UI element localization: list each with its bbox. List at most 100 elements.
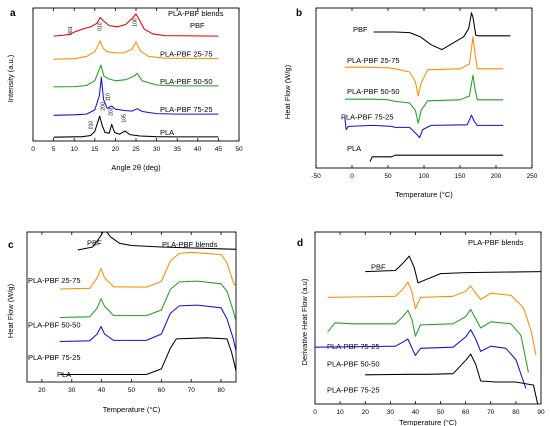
series-label-d-0: PBF: [371, 263, 386, 272]
peak-index-4: 110: [106, 93, 112, 101]
peak-index-7: 105: [121, 114, 127, 123]
panel-title-c: PLA-PBF blends: [162, 240, 218, 249]
series-line-d-2: [327, 308, 529, 373]
x-tick-label-a-20: 20: [112, 146, 120, 153]
series-line-b-2: [344, 74, 504, 124]
panel-title-d: PLA-PBF blends: [468, 238, 524, 247]
panel-label-c: c: [8, 240, 14, 251]
x-axis-label-d: Temperature (°C): [399, 418, 457, 426]
series-label-a-0: PLA: [160, 128, 174, 137]
x-tick-label-a-15: 15: [91, 146, 99, 153]
x-tick-label-a-25: 25: [132, 146, 140, 153]
series-line-c-1: [59, 251, 236, 290]
panel-label-d: d: [297, 238, 303, 249]
x-tick-label-b-0: 0: [350, 173, 354, 180]
x-tick-label-b-200: 200: [491, 173, 502, 180]
x-tick-label-d-10: 10: [336, 409, 344, 416]
x-tick-label-a-30: 30: [153, 146, 161, 153]
series-line-c-3: [59, 304, 236, 352]
peak-index-2: 010: [97, 22, 103, 31]
series-label-c-3: PLA-PBF 75-25: [28, 353, 81, 362]
y-axis-label-c: Heat Flow (W/g): [6, 283, 15, 338]
series-line-c-2: [59, 280, 236, 322]
panel-d: 0 10 20 30 40 50 60 70 80 90 Temperature (°C) Deriv…: [297, 231, 545, 426]
series-line-c-0: [77, 232, 236, 251]
panel-label-a: a: [10, 8, 16, 19]
x-tick-label-a-5: 5: [52, 146, 56, 153]
x-tick-label-d-0: 0: [313, 409, 317, 416]
series-label-c-2: PLA-PBF 50-50: [28, 320, 81, 329]
panel-b: -50 0 50 100 150 200 250 Temperature (°C) Heat F…: [283, 7, 538, 199]
series-line-b-1: [344, 36, 504, 97]
x-axis-label-c: Temperature (°C): [103, 405, 161, 414]
x-tick-label-a-0: 0: [31, 146, 35, 153]
series-label-a-1: PLA-PBF 75-25: [160, 105, 213, 114]
x-tick-label-b-150: 150: [455, 173, 466, 180]
x-tick-label-c-50: 50: [128, 387, 136, 394]
peak-index-3: 100: [132, 18, 138, 27]
series-label-a-3: PLA-PBF 25-75: [160, 49, 213, 58]
x-tick-label-b-100: 100: [419, 173, 430, 180]
peak-index-5: 200: [100, 102, 106, 111]
panel-c: 20 30 40 50 60 70 80 Temperature (°C) Heat Flow …: [6, 231, 237, 414]
x-tick-label-a-45: 45: [215, 146, 223, 153]
series-label-b-3: PLA-PBF 75-25: [341, 112, 394, 121]
x-tick-label-d-70: 70: [487, 409, 495, 416]
series-line-b-0: [373, 12, 511, 51]
x-tick-label-d-80: 80: [512, 409, 520, 416]
x-tick-label-a-35: 35: [174, 146, 182, 153]
peak-index-8: 010: [89, 121, 95, 130]
series-line-a-1: [53, 76, 219, 116]
panel-title-a: PLA-PBF blends: [168, 9, 224, 18]
peak-index-6: 203: [109, 107, 115, 116]
series-line-a-3: [53, 40, 219, 60]
series-line-a-4: [53, 13, 219, 37]
series-label-c-0: PBF: [87, 238, 102, 247]
series-line-d-3: [315, 329, 527, 389]
series-label-c-4: PLA: [57, 370, 71, 379]
x-tick-label-c-60: 60: [158, 387, 166, 394]
x-axis-label-b: Temperature (°C): [395, 190, 453, 199]
series-line-d-0: [365, 255, 541, 284]
x-tick-label-b-250: 250: [527, 173, 538, 180]
x-tick-label-a-40: 40: [194, 146, 202, 153]
series-line-b-4: [369, 154, 504, 162]
x-tick-label-c-40: 40: [98, 387, 106, 394]
series-label-a-4: PBF: [190, 21, 205, 30]
panel-label-b: b: [296, 8, 302, 19]
series-label-d-3: PLA-PBF 75-25: [327, 386, 380, 395]
x-tick-label-d-30: 30: [387, 409, 395, 416]
series-label-b-4: PLA: [347, 144, 361, 153]
y-axis-label-d: Derivative Heat Flow (a.u): [300, 278, 309, 365]
x-tick-label-c-30: 30: [68, 387, 76, 394]
series-label-b-1: PLA-PBF 25-75: [347, 56, 400, 65]
x-tick-label-b-50: 50: [384, 173, 392, 180]
y-axis-label-b: Heat Flow (W/g): [283, 64, 292, 119]
x-tick-label-a-50: 50: [235, 146, 243, 153]
y-axis-label-a: Intensity (a.u.): [6, 54, 15, 102]
panel-a: 0 5 10 15 20 25 30 35 40 45 50 Angle 2θ (deg) Intens…: [6, 7, 243, 172]
series-line-a-2: [53, 64, 219, 88]
x-tick-label-d-60: 60: [462, 409, 470, 416]
series-label-d-2: PLA-PBF 50-50: [327, 359, 380, 368]
x-tick-label-a-10: 10: [71, 146, 79, 153]
plot-frame-d: [314, 231, 542, 405]
x-tick-label-d-50: 50: [437, 409, 445, 416]
series-label-b-0: PBF: [353, 25, 368, 34]
x-tick-label-d-90: 90: [537, 409, 545, 416]
series-line-d-4: [365, 353, 539, 404]
series-line-c-4: [59, 337, 236, 376]
x-tick-label-b--50: -50: [311, 173, 321, 180]
series-label-c-1: PLA-PBF 25-75: [28, 276, 81, 285]
x-tick-label-c-70: 70: [188, 387, 196, 394]
x-axis-label-a: Angle 2θ (deg): [111, 163, 161, 172]
series-label-b-2: PLA-PBF 50-50: [347, 87, 400, 96]
peak-index-1: 001: [68, 26, 74, 35]
x-tick-label-c-20: 20: [38, 387, 46, 394]
series-label-a-2: PLA-PBF 50-50: [160, 77, 213, 86]
x-tick-label-d-40: 40: [412, 409, 420, 416]
series-line-a-0: [53, 115, 219, 138]
series-line-d-1: [327, 281, 537, 356]
x-tick-label-d-20: 20: [362, 409, 370, 416]
